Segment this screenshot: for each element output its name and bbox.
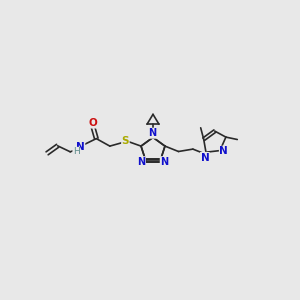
Text: N: N bbox=[160, 157, 168, 167]
Text: N: N bbox=[200, 152, 209, 163]
Text: S: S bbox=[122, 136, 129, 146]
Text: N: N bbox=[137, 157, 146, 167]
Text: H: H bbox=[73, 147, 80, 156]
Text: O: O bbox=[88, 118, 97, 128]
Text: N: N bbox=[76, 142, 85, 152]
Text: N: N bbox=[219, 146, 228, 156]
Text: N: N bbox=[148, 128, 157, 138]
